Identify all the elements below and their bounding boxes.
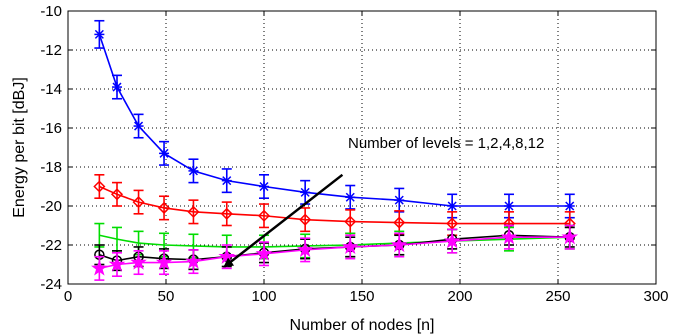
error-bar [159, 195, 170, 221]
data-point [221, 175, 232, 186]
data-point [564, 201, 575, 211]
series-line [99, 234, 570, 248]
annotation-text: Number of levels = 1,2,4,8,12 [348, 135, 544, 152]
annotation: Number of levels = 1,2,4,8,12 [223, 135, 544, 268]
y-tick-label: -18 [40, 159, 62, 176]
grid [68, 11, 656, 284]
y-tick-label: -10 [40, 3, 62, 20]
series-2 [94, 222, 575, 260]
data-point [447, 201, 458, 211]
x-tick-label: 150 [349, 288, 374, 305]
error-bar [133, 189, 144, 215]
data-point [500, 228, 518, 245]
data-point [561, 228, 579, 245]
x-axis-label: Number of nodes [n] [290, 317, 435, 334]
error-bar [94, 174, 105, 199]
x-tick-label: 250 [545, 288, 570, 305]
data-point [110, 188, 124, 201]
x-tick-label: 50 [158, 288, 175, 305]
data-point [155, 253, 173, 270]
y-tick-label: -14 [40, 81, 62, 98]
y-axis-label: Energy per bit [dBJ] [11, 77, 28, 218]
series-4 [91, 224, 579, 281]
y-tick-label: -20 [40, 198, 62, 215]
data-point [159, 148, 170, 159]
data-point [220, 207, 233, 220]
data-point [108, 255, 126, 272]
error-bar [259, 203, 269, 229]
data-point [504, 201, 514, 211]
y-tick-label: -12 [40, 42, 62, 59]
data-point [94, 29, 105, 40]
data-point [394, 195, 405, 206]
data-point [345, 192, 356, 203]
data-point [188, 165, 199, 176]
y-tick-label: -22 [40, 237, 62, 254]
data-point [130, 253, 147, 270]
series-line [99, 236, 570, 270]
x-tick-label: 200 [447, 288, 472, 305]
series-1 [93, 174, 576, 237]
error-bar [221, 201, 232, 227]
series-layer [91, 19, 579, 281]
x-tick-label: 0 [64, 288, 72, 305]
data-point [187, 205, 200, 218]
annotation-arrow [223, 173, 344, 268]
x-tick-label: 300 [643, 288, 668, 305]
data-point [157, 201, 171, 215]
data-point [133, 121, 144, 132]
data-point [341, 238, 359, 255]
series-0 [94, 19, 575, 219]
data-point [446, 217, 459, 230]
error-bar [188, 199, 199, 225]
data-point [390, 236, 408, 253]
data-point [393, 216, 406, 229]
x-tick-label: 100 [251, 288, 276, 305]
data-point [91, 259, 108, 276]
data-point [259, 181, 269, 192]
data-point [296, 241, 314, 257]
series-line [99, 185, 570, 225]
ticks: 0 50 100 150 200 250 300 -24 -22 -20 -18 -16 -14 -12 -… [40, 3, 668, 305]
data-point [112, 82, 122, 93]
data-point [255, 244, 273, 261]
data-point [185, 252, 202, 269]
data-point [132, 196, 145, 209]
data-point [299, 213, 312, 226]
y-tick-label: -24 [40, 276, 62, 293]
y-tick-label: -16 [40, 120, 62, 137]
data-point [300, 187, 311, 198]
data-point [257, 209, 271, 222]
error-bar [112, 181, 122, 207]
data-point [443, 232, 461, 249]
data-point [344, 215, 357, 228]
data-point [93, 180, 106, 193]
